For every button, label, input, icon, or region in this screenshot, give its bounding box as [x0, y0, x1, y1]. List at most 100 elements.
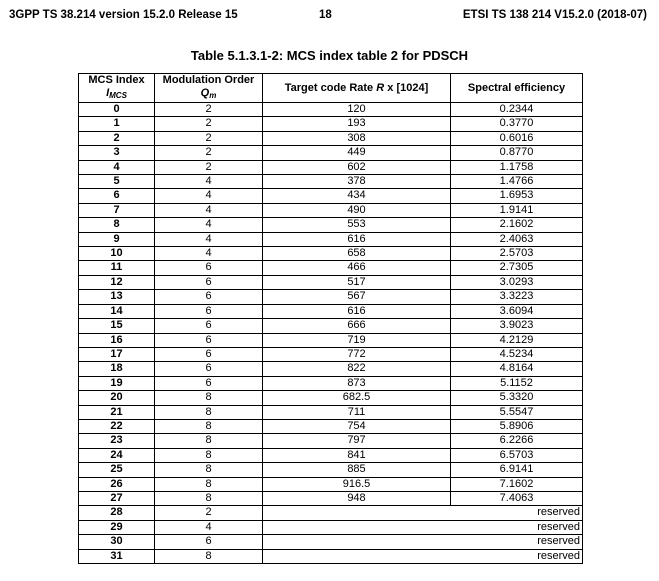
cell-modulation-order: 2 — [154, 130, 263, 147]
header-etsi-ref: ETSI TS 138 214 V15.2.0 (2018-07) — [462, 9, 647, 21]
cell-modulation-order: 6 — [154, 332, 263, 348]
table-row: 7 4 490 1.9141 — [78, 202, 583, 219]
cell-target-code-rate: 308 — [262, 130, 451, 147]
cell-mcs-index: 26 — [78, 476, 155, 492]
cell-mcs-index: 13 — [78, 289, 155, 305]
cell-modulation-order: 6 — [154, 260, 263, 276]
cell-target-code-rate: 841 — [262, 447, 451, 464]
table-row: 8 4 553 2.1602 — [78, 217, 583, 233]
cell-mcs-index: 23 — [78, 433, 155, 449]
cell-reserved: reserved — [262, 519, 583, 536]
cell-modulation-order: 8 — [154, 390, 263, 406]
cell-mcs-index: 16 — [78, 332, 155, 348]
cell-spectral-efficiency: 6.5703 — [450, 447, 583, 464]
cell-modulation-order: 8 — [154, 548, 263, 565]
table-header-row: MCS Index IMCS Modulation Order Qm Targe… — [78, 73, 583, 103]
cell-modulation-order: 4 — [154, 217, 263, 233]
cell-mcs-index: 25 — [78, 462, 155, 478]
cell-mcs-index: 17 — [78, 346, 155, 363]
cell-modulation-order: 4 — [154, 231, 263, 248]
cell-spectral-efficiency: 6.9141 — [450, 462, 583, 478]
header-page-number: 18 — [319, 9, 332, 21]
table-row: 29 4 reserved — [78, 519, 583, 536]
cell-target-code-rate: 193 — [262, 116, 451, 132]
cell-spectral-efficiency: 2.7305 — [450, 260, 583, 276]
cell-spectral-efficiency: 4.5234 — [450, 346, 583, 363]
cell-modulation-order: 8 — [154, 462, 263, 478]
cell-modulation-order: 8 — [154, 476, 263, 492]
cell-mcs-index: 12 — [78, 274, 155, 291]
cell-spectral-efficiency: 1.6953 — [450, 188, 583, 204]
cell-target-code-rate: 602 — [262, 159, 451, 176]
cell-spectral-efficiency: 4.2129 — [450, 332, 583, 348]
cell-mcs-index: 7 — [78, 202, 155, 219]
table-row: 16 6 719 4.2129 — [78, 332, 583, 348]
table-row: 5 4 378 1.4766 — [78, 174, 583, 190]
cell-modulation-order: 8 — [154, 433, 263, 449]
cell-target-code-rate: 797 — [262, 433, 451, 449]
cell-spectral-efficiency: 2.5703 — [450, 246, 583, 262]
reserved-label: reserved — [537, 520, 580, 533]
cell-mcs-index: 11 — [78, 260, 155, 276]
table-row: 2 2 308 0.6016 — [78, 130, 583, 147]
cell-spectral-efficiency: 5.8906 — [450, 418, 583, 435]
cell-mcs-index: 22 — [78, 418, 155, 435]
cell-mcs-index: 29 — [78, 519, 155, 536]
header-modulation-order: Modulation Order Qm — [154, 73, 263, 103]
table-row: 9 4 616 2.4063 — [78, 231, 583, 248]
cell-target-code-rate: 772 — [262, 346, 451, 363]
cell-target-code-rate: 719 — [262, 332, 451, 348]
cell-target-code-rate: 682.5 — [262, 390, 451, 406]
table-row: 19 6 873 5.1152 — [78, 375, 583, 392]
cell-target-code-rate: 378 — [262, 174, 451, 190]
table-row: 14 6 616 3.6094 — [78, 303, 583, 320]
cell-mcs-index: 18 — [78, 361, 155, 377]
cell-reserved: reserved — [262, 505, 583, 521]
cell-modulation-order: 6 — [154, 361, 263, 377]
cell-spectral-efficiency: 1.1758 — [450, 159, 583, 176]
cell-target-code-rate: 616 — [262, 303, 451, 320]
cell-target-code-rate: 434 — [262, 188, 451, 204]
cell-spectral-efficiency: 1.4766 — [450, 174, 583, 190]
cell-target-code-rate: 449 — [262, 145, 451, 161]
cell-mcs-index: 8 — [78, 217, 155, 233]
cell-target-code-rate: 916.5 — [262, 476, 451, 492]
cell-mcs-index: 0 — [78, 101, 155, 118]
cell-mcs-index: 14 — [78, 303, 155, 320]
cell-modulation-order: 2 — [154, 101, 263, 118]
cell-spectral-efficiency: 5.3320 — [450, 390, 583, 406]
cell-spectral-efficiency: 0.3770 — [450, 116, 583, 132]
cell-spectral-efficiency: 7.1602 — [450, 476, 583, 492]
cell-target-code-rate: 120 — [262, 101, 451, 118]
cell-mcs-index: 2 — [78, 130, 155, 147]
cell-modulation-order: 2 — [154, 505, 263, 521]
cell-spectral-efficiency: 7.4063 — [450, 490, 583, 507]
cell-modulation-order: 8 — [154, 447, 263, 464]
reserved-label: reserved — [537, 535, 580, 548]
table-row: 25 8 885 6.9141 — [78, 462, 583, 478]
cell-mcs-index: 24 — [78, 447, 155, 464]
cell-mcs-index: 27 — [78, 490, 155, 507]
cell-target-code-rate: 616 — [262, 231, 451, 248]
header-spectral-efficiency: Spectral efficiency — [450, 73, 583, 103]
table-row: 27 8 948 7.4063 — [78, 490, 583, 507]
cell-spectral-efficiency: 2.1602 — [450, 217, 583, 233]
cell-spectral-efficiency: 1.9141 — [450, 202, 583, 219]
cell-target-code-rate: 666 — [262, 318, 451, 334]
cell-modulation-order: 8 — [154, 490, 263, 507]
table-row: 1 2 193 0.3770 — [78, 116, 583, 132]
reserved-label: reserved — [537, 506, 580, 519]
cell-mcs-index: 31 — [78, 548, 155, 565]
table-row: 21 8 711 5.5547 — [78, 404, 583, 420]
cell-modulation-order: 6 — [154, 274, 263, 291]
table-row: 12 6 517 3.0293 — [78, 274, 583, 291]
cell-mcs-index: 3 — [78, 145, 155, 161]
cell-target-code-rate: 658 — [262, 246, 451, 262]
cell-spectral-efficiency: 2.4063 — [450, 231, 583, 248]
header-target-code-rate: Target code Rate R x [1024] — [262, 73, 451, 103]
table-row: 24 8 841 6.5703 — [78, 447, 583, 464]
cell-mcs-index: 15 — [78, 318, 155, 334]
cell-spectral-efficiency: 3.0293 — [450, 274, 583, 291]
table-row: 23 8 797 6.2266 — [78, 433, 583, 449]
cell-modulation-order: 4 — [154, 246, 263, 262]
